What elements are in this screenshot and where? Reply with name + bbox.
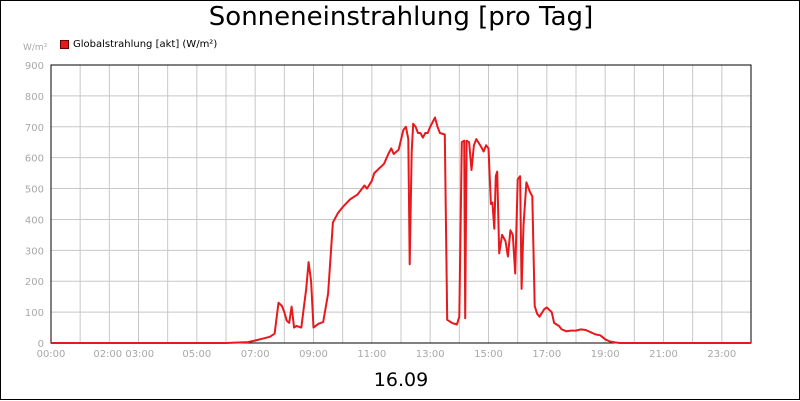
y-tick-label: 800: [25, 92, 44, 103]
y-tick-label: 200: [25, 277, 44, 288]
y-tick-label: 500: [25, 185, 44, 196]
x-tick-label: 13:00: [416, 349, 445, 360]
x-tick-label: 00:00: [37, 349, 66, 360]
legend-label: Globalstrahlung [akt] (W/m²): [73, 39, 218, 50]
x-tick-labels: 00:00 02:00 03:00 05:00 07:00 09:00 11:00 13:0…: [37, 349, 737, 360]
legend-swatch: [60, 40, 69, 49]
x-tick-label: 11:00: [357, 349, 386, 360]
x-tick-label: 09:00: [299, 349, 328, 360]
grid-layer: [51, 65, 751, 343]
x-tick-label: 02:00 03:00: [93, 349, 154, 360]
y-tick-label: 0: [38, 339, 44, 350]
date-label: 16.09: [373, 369, 429, 391]
y-tick-labels: 0 100 200 300 400 500 600 700 800 900: [25, 61, 44, 350]
series-line-globalstrahlung: [51, 116, 751, 344]
chart-title: Sonneneinstrahlung [pro Tag]: [208, 2, 594, 32]
x-tick-label: 07:00: [241, 349, 270, 360]
y-tick-label: 100: [25, 308, 44, 319]
plot-border: [50, 64, 752, 344]
x-tick-label: 19:00: [591, 349, 620, 360]
y-tick-label: 900: [25, 61, 44, 72]
y-tick-label: 300: [25, 246, 44, 257]
legend: Globalstrahlung [akt] (W/m²): [60, 39, 217, 50]
x-tick-label: 21:00: [649, 349, 678, 360]
x-tick-label: 05:00: [182, 349, 211, 360]
y-tick-label: 700: [25, 123, 44, 134]
x-tick-label: 23:00: [707, 349, 736, 360]
x-tick-label: 17:00: [532, 349, 561, 360]
y-axis-unit: W/m²: [23, 43, 48, 53]
y-tick-label: 400: [25, 215, 44, 226]
y-tick-label: 600: [25, 154, 44, 165]
x-tick-label: 15:00: [474, 349, 503, 360]
